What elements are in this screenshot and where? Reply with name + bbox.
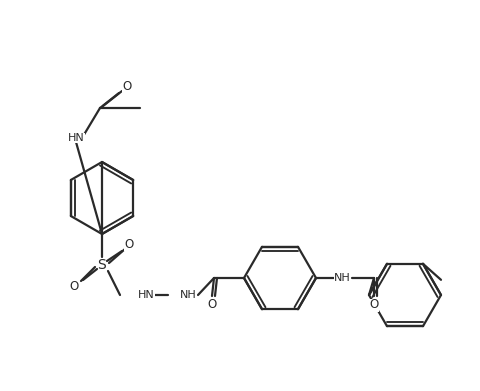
Text: O: O — [207, 298, 216, 312]
Text: O: O — [122, 79, 132, 93]
Text: HN: HN — [138, 290, 155, 300]
Text: O: O — [124, 237, 133, 251]
Text: S: S — [97, 258, 107, 272]
Text: NH: NH — [334, 273, 350, 283]
Text: HN: HN — [68, 133, 85, 143]
Text: O: O — [370, 298, 379, 312]
Text: O: O — [70, 280, 79, 294]
Text: NH: NH — [180, 290, 197, 300]
